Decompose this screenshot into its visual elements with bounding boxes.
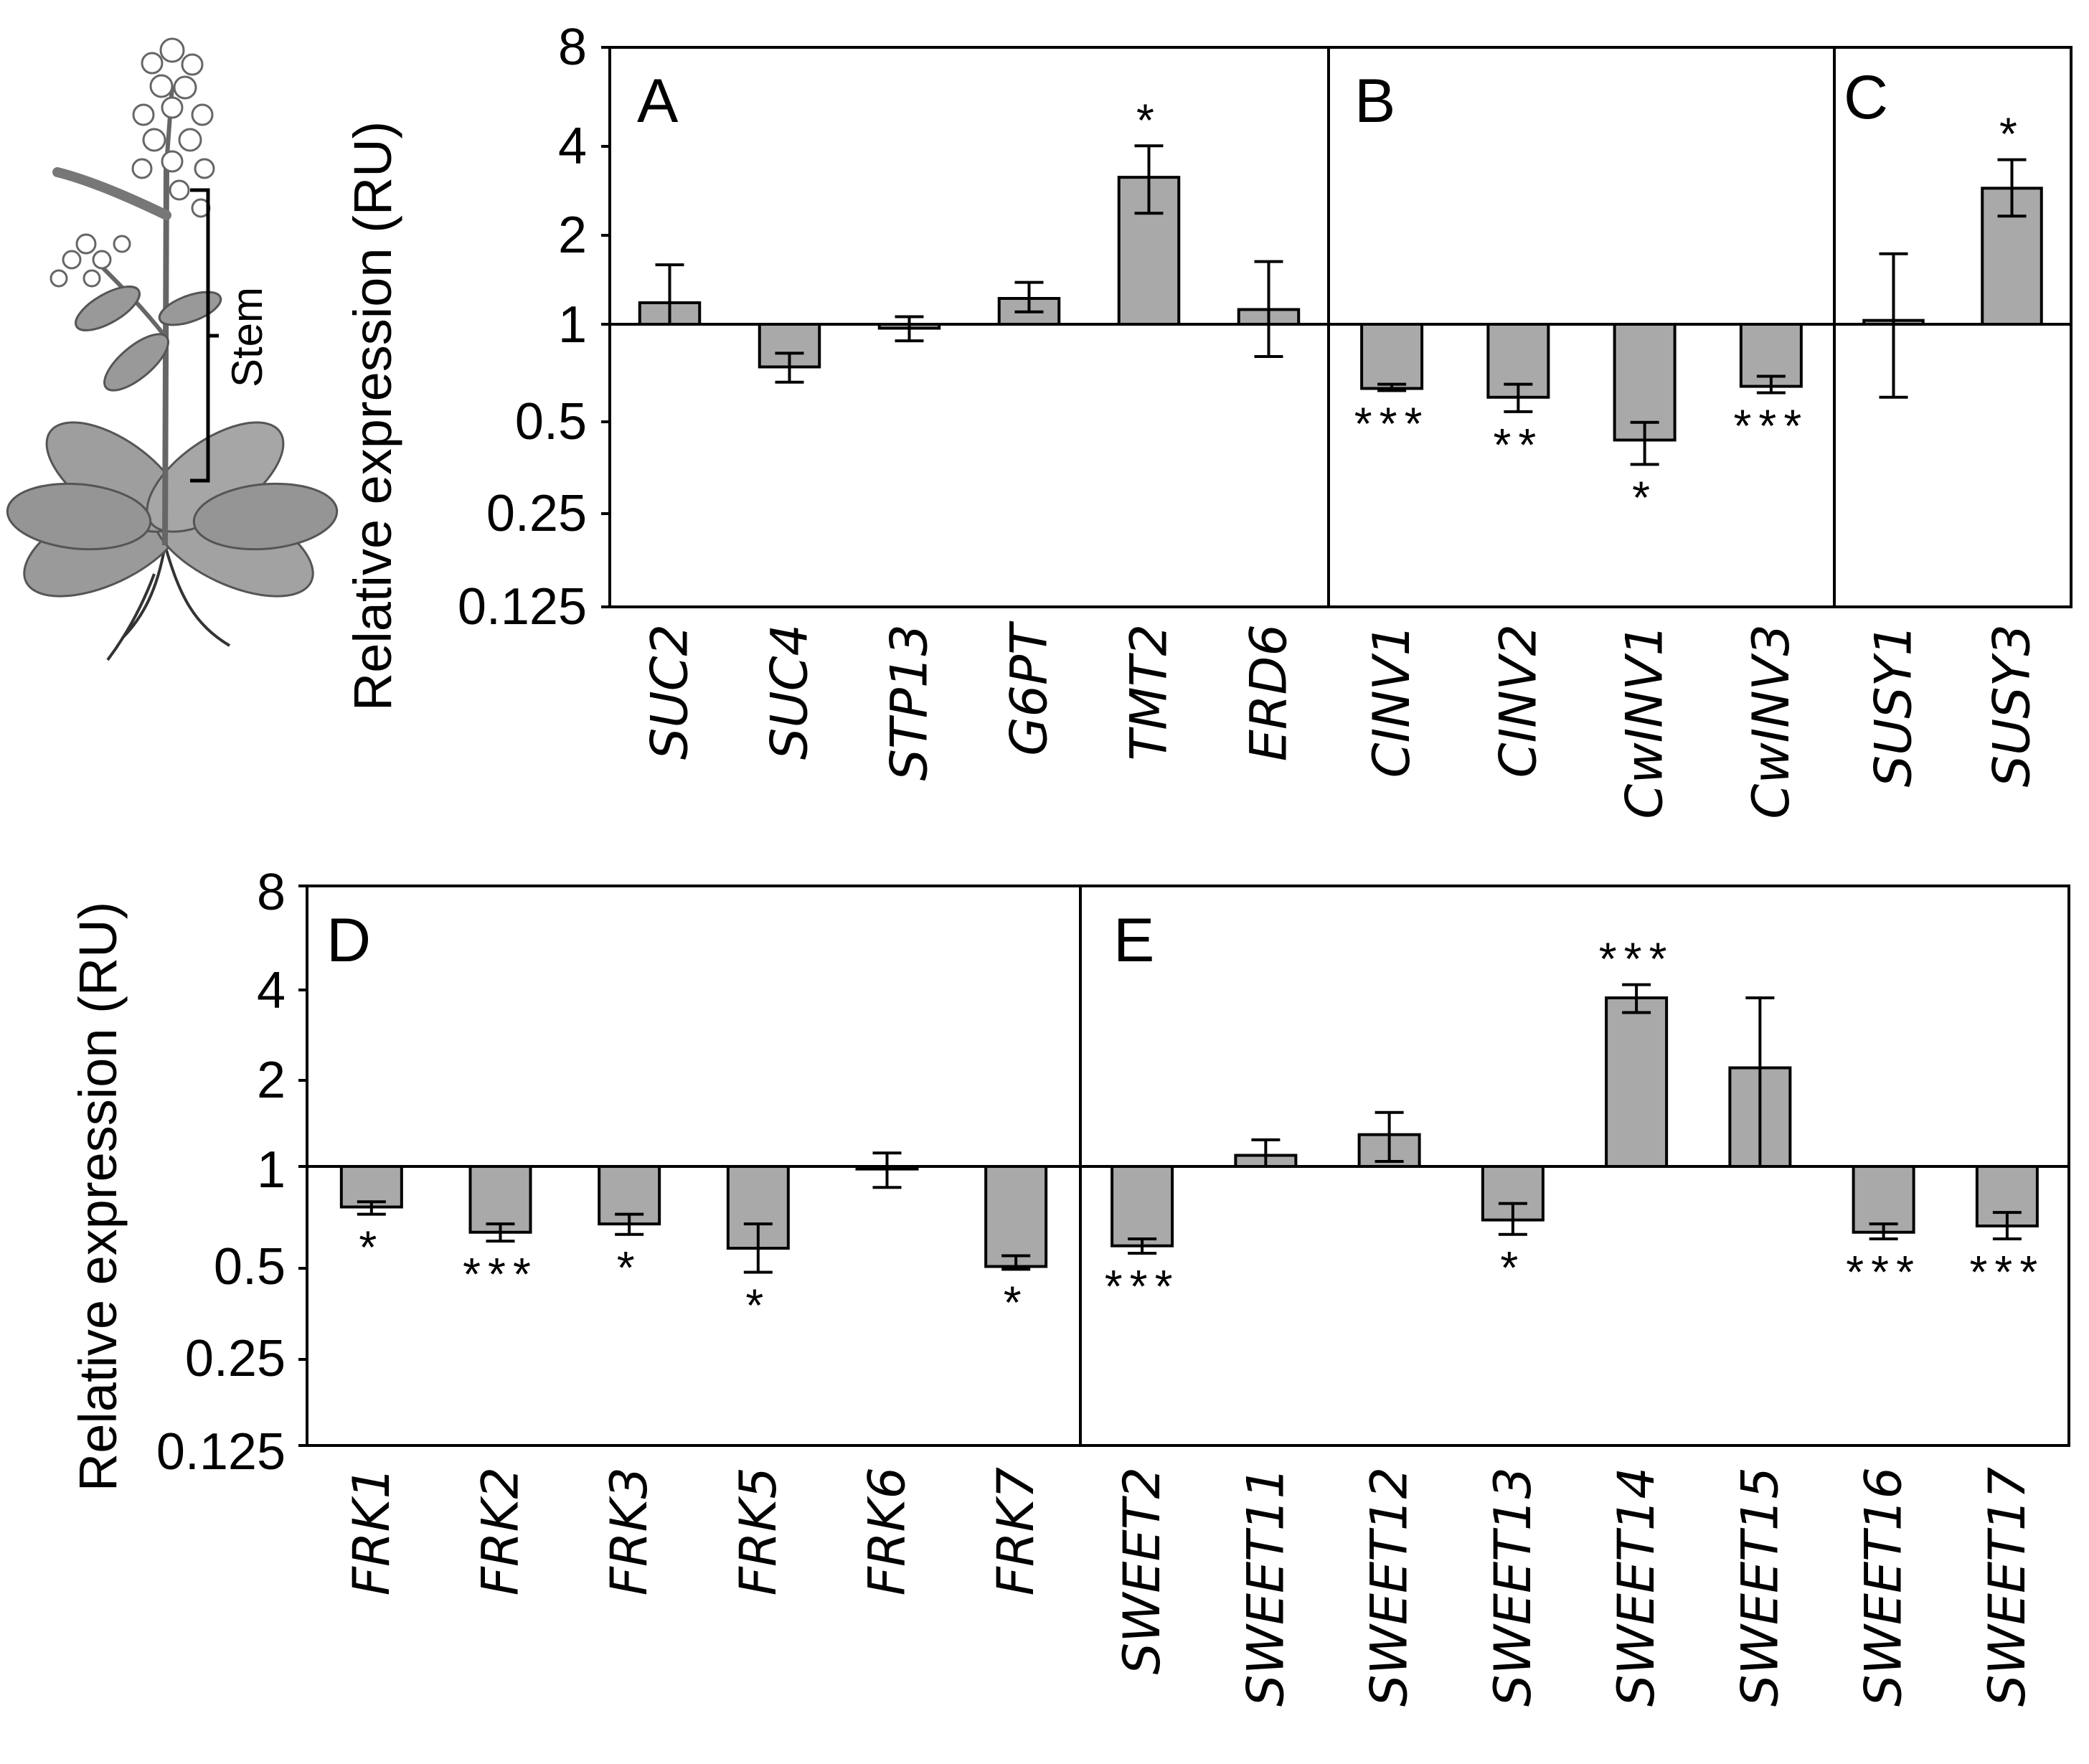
gene-label-frk2: FRK2 xyxy=(471,1467,530,1595)
significance-label: * xyxy=(1136,94,1161,146)
gene-label-sweet16: SWEET16 xyxy=(1854,1467,1913,1707)
significance-label: * xyxy=(1004,1276,1029,1328)
bar-frk2 xyxy=(468,1165,532,1234)
y-tick-label: 0.25 xyxy=(185,1330,286,1387)
y-tick-label: 0.125 xyxy=(458,578,587,636)
y-tick-label: 0.25 xyxy=(486,485,587,542)
gene-label-frk6: FRK6 xyxy=(858,1467,917,1595)
gene-label-suc2: SUC2 xyxy=(641,624,699,760)
plant-stem xyxy=(162,164,169,546)
gene-label-suc4: SUC4 xyxy=(760,624,819,760)
panel-label-b: B xyxy=(1354,67,1395,136)
y-tick-label: 0.5 xyxy=(214,1238,286,1296)
gene-label-sweet2: SWEET2 xyxy=(1113,1467,1171,1674)
gene-label-susy1: SUSY1 xyxy=(1864,624,1923,787)
panel-e-chart: *** SWEET2 SWEET11 SWEET12 * SWEET13 *** SWEET1… xyxy=(1080,933,2069,1707)
bar-cwinv1 xyxy=(1613,323,1677,442)
y-tick-label: 4 xyxy=(558,118,587,175)
plant-root xyxy=(106,544,231,661)
y-ticks-row2 xyxy=(298,885,307,1447)
bar-sweet2 xyxy=(1110,1165,1174,1247)
plant-illustration: Stem xyxy=(6,37,339,661)
y-axis-label-row1: Relative expression (RU) xyxy=(343,121,402,712)
significance-label: * xyxy=(1632,471,1657,523)
bar-frk1 xyxy=(339,1165,403,1209)
y-tick-labels-row2: 8 4 2 1 0.5 0.25 0.125 xyxy=(156,864,286,1481)
gene-label-frk5: FRK5 xyxy=(729,1467,788,1595)
panel-b-chart: *** CINV1 ** CINV2 * CwINV1 *** CwINV3 xyxy=(1329,323,1834,819)
significance-label: * xyxy=(745,1279,770,1331)
y-tick-labels-row1: 8 4 2 1 0.5 0.25 0.125 xyxy=(458,19,587,636)
bar-frk3 xyxy=(598,1165,661,1226)
gene-label-sweet15: SWEET15 xyxy=(1730,1467,1789,1707)
significance-label: * xyxy=(1500,1242,1525,1293)
panel-label-a: A xyxy=(637,67,679,136)
gene-label-sweet12: SWEET12 xyxy=(1360,1467,1419,1707)
bar-sweet14 xyxy=(1605,996,1669,1168)
panel-a-frame xyxy=(608,46,1330,608)
stem-label: Stem xyxy=(223,287,271,387)
plant-cauline-leaf xyxy=(158,291,222,326)
gene-label-frk1: FRK1 xyxy=(342,1467,401,1595)
plant-cauline-leaf xyxy=(103,333,169,392)
gene-label-cinv2: CINV2 xyxy=(1489,624,1547,778)
significance-label: * xyxy=(1999,108,2024,160)
gene-label-sweet17: SWEET17 xyxy=(1978,1467,2037,1707)
y-tick-label: 1 xyxy=(558,296,587,354)
y-tick-label: 8 xyxy=(257,864,286,921)
panel-label-d: D xyxy=(326,906,371,975)
panel-a-chart: SUC2 SUC4 STP13 G6PT * TMT2 ERD6 xyxy=(610,94,1329,780)
plant-flower-cluster xyxy=(131,37,215,218)
gene-label-cinv1: CINV1 xyxy=(1362,624,1421,778)
plant-rosette-leaf xyxy=(6,482,152,551)
y-axis-label-row2: Relative expression (RU) xyxy=(68,902,128,1492)
panel-c-frame xyxy=(1833,46,2073,608)
panel-d-chart: * FRK1 *** FRK2 * FRK3 * FRK5 FRK6 * FRK7 xyxy=(307,1151,1080,1595)
significance-label: *** xyxy=(1599,933,1674,985)
stem-bracket xyxy=(190,188,210,483)
significance-label: ** xyxy=(1493,419,1543,471)
bar-sweet16 xyxy=(1852,1165,1915,1234)
y-tick-label: 4 xyxy=(257,962,286,1019)
significance-label: *** xyxy=(463,1248,538,1300)
significance-label: *** xyxy=(1734,400,1809,452)
significance-label: *** xyxy=(1105,1260,1180,1312)
panel-label-c: C xyxy=(1844,63,1888,132)
significance-label: * xyxy=(359,1222,384,1273)
significance-label: *** xyxy=(1354,397,1430,449)
gene-label-sweet11: SWEET11 xyxy=(1236,1467,1295,1707)
significance-label: *** xyxy=(1846,1246,1921,1298)
gene-label-stp13: STP13 xyxy=(880,624,939,780)
plant-flower-cluster xyxy=(49,233,131,288)
significance-label: * xyxy=(617,1242,642,1293)
gene-label-sweet13: SWEET13 xyxy=(1484,1467,1542,1707)
bar-cinv1 xyxy=(1360,323,1424,390)
plant-rosette-leaf xyxy=(192,482,339,551)
panel-c-chart: SUSY1 * SUSY3 xyxy=(1834,108,2071,787)
y-tick-label: 2 xyxy=(558,207,587,264)
panel-label-e: E xyxy=(1113,906,1154,975)
gene-label-cwinv3: CwINV3 xyxy=(1742,624,1801,819)
gene-label-erd6: ERD6 xyxy=(1240,624,1298,761)
y-tick-label: 1 xyxy=(257,1141,286,1199)
y-tick-label: 8 xyxy=(558,19,587,76)
plant-silique xyxy=(52,167,171,220)
y-tick-label: 2 xyxy=(257,1052,286,1109)
plant-cauline-leaf xyxy=(75,286,141,331)
gene-label-cwinv1: CwINV1 xyxy=(1616,624,1674,819)
y-tick-label: 0.5 xyxy=(515,393,587,451)
significance-label: *** xyxy=(1970,1246,2045,1298)
gene-label-tmt2: TMT2 xyxy=(1120,624,1179,760)
gene-label-sweet14: SWEET14 xyxy=(1607,1467,1666,1707)
y-tick-label: 0.125 xyxy=(156,1423,286,1481)
gene-label-g6pt: G6PT xyxy=(1000,621,1059,756)
gene-label-frk7: FRK7 xyxy=(986,1467,1045,1595)
gene-label-frk3: FRK3 xyxy=(600,1467,659,1595)
bar-frk7 xyxy=(984,1165,1048,1268)
y-ticks-row1 xyxy=(601,46,610,608)
gene-label-susy3: SUSY3 xyxy=(1983,624,2042,787)
